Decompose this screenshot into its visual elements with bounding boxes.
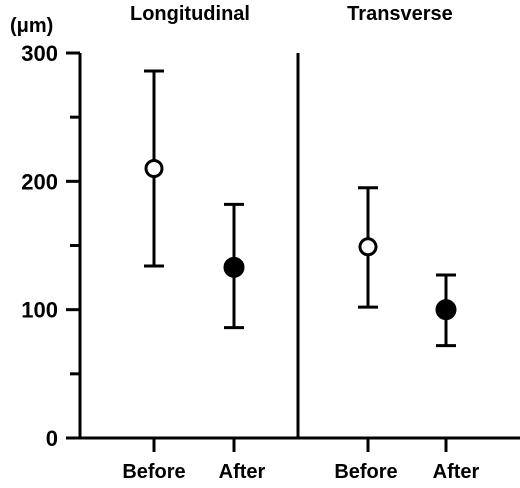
data-point-transverse-before	[358, 237, 378, 257]
data-point-transverse-after	[435, 299, 457, 321]
data-point-longitudinal-after	[223, 256, 245, 278]
x-label-transverse-after: After	[433, 461, 480, 483]
data-point-longitudinal-before	[144, 159, 164, 178]
x-label-longitudinal-after: After	[219, 461, 266, 483]
x-label-transverse-before: Before	[334, 461, 397, 483]
y-tick-label-100: 100	[21, 298, 58, 323]
y-unit-label: (μm)	[10, 15, 53, 37]
panel-title-transverse: Transverse	[347, 3, 453, 25]
y-tick-label-200: 200	[21, 169, 58, 194]
y-tick-label-300: 300	[21, 41, 58, 66]
y-tick-label-0: 0	[46, 426, 58, 451]
x-label-longitudinal-before: Before	[122, 461, 185, 483]
panel-title-longitudinal: Longitudinal	[130, 3, 250, 25]
